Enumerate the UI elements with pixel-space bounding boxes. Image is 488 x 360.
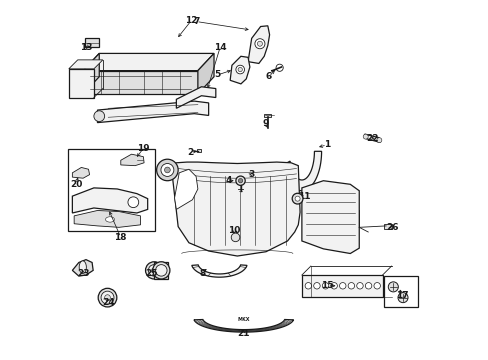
Bar xyxy=(85,39,99,47)
Ellipse shape xyxy=(145,262,163,279)
Ellipse shape xyxy=(101,291,114,304)
Text: 14: 14 xyxy=(213,43,226,52)
Ellipse shape xyxy=(151,268,156,273)
Text: 16: 16 xyxy=(157,172,170,181)
Circle shape xyxy=(356,283,363,289)
Text: 25: 25 xyxy=(145,269,157,278)
Text: 8: 8 xyxy=(199,269,205,278)
Text: 6: 6 xyxy=(265,72,271,81)
Ellipse shape xyxy=(152,262,169,279)
Polygon shape xyxy=(171,162,300,256)
Polygon shape xyxy=(247,26,269,63)
Circle shape xyxy=(257,41,262,46)
Bar xyxy=(264,114,271,117)
Circle shape xyxy=(156,159,178,181)
Text: 22: 22 xyxy=(366,134,378,143)
Polygon shape xyxy=(194,320,293,332)
Circle shape xyxy=(164,167,170,173)
Text: 13: 13 xyxy=(80,43,92,52)
FancyBboxPatch shape xyxy=(67,149,155,230)
Polygon shape xyxy=(283,151,321,191)
Text: 19: 19 xyxy=(137,144,149,153)
Circle shape xyxy=(313,283,320,289)
Circle shape xyxy=(363,134,367,139)
Polygon shape xyxy=(69,69,94,98)
Circle shape xyxy=(161,163,174,176)
Circle shape xyxy=(322,283,328,289)
Bar xyxy=(301,275,382,297)
Ellipse shape xyxy=(155,265,167,276)
Circle shape xyxy=(238,67,242,72)
Polygon shape xyxy=(74,211,140,227)
Text: 24: 24 xyxy=(102,298,114,307)
Polygon shape xyxy=(83,71,198,94)
Ellipse shape xyxy=(98,288,117,307)
Bar xyxy=(197,149,201,152)
Polygon shape xyxy=(174,169,198,210)
Polygon shape xyxy=(72,188,147,213)
Circle shape xyxy=(128,197,139,208)
Ellipse shape xyxy=(148,265,160,276)
Text: 3: 3 xyxy=(248,170,254,179)
Text: 1: 1 xyxy=(323,140,329,149)
Text: 12: 12 xyxy=(185,16,197,25)
Circle shape xyxy=(376,138,381,143)
Bar xyxy=(383,225,391,229)
Ellipse shape xyxy=(105,217,114,222)
Bar xyxy=(241,168,250,176)
Text: 2: 2 xyxy=(187,148,193,157)
Polygon shape xyxy=(230,56,249,84)
Text: 15: 15 xyxy=(321,281,333,290)
Polygon shape xyxy=(121,154,144,166)
Circle shape xyxy=(231,233,239,242)
Bar xyxy=(154,262,168,279)
Text: 10: 10 xyxy=(228,226,240,235)
Circle shape xyxy=(397,293,407,303)
Circle shape xyxy=(292,193,303,204)
Text: 18: 18 xyxy=(114,233,127,242)
Circle shape xyxy=(94,111,104,122)
Circle shape xyxy=(235,65,244,74)
Circle shape xyxy=(347,283,354,289)
Polygon shape xyxy=(301,181,359,253)
Text: 4: 4 xyxy=(224,176,231,185)
Text: 7: 7 xyxy=(192,17,199,26)
Text: 23: 23 xyxy=(77,269,89,278)
Polygon shape xyxy=(176,87,215,108)
Circle shape xyxy=(373,283,380,289)
Text: 21: 21 xyxy=(236,329,249,338)
Polygon shape xyxy=(69,60,102,69)
Ellipse shape xyxy=(104,295,110,301)
Circle shape xyxy=(339,283,346,289)
Circle shape xyxy=(238,179,242,183)
Circle shape xyxy=(254,39,264,49)
Polygon shape xyxy=(72,167,89,178)
Polygon shape xyxy=(72,260,93,276)
Text: MKX: MKX xyxy=(237,318,249,322)
Text: 11: 11 xyxy=(298,192,310,201)
Polygon shape xyxy=(83,53,214,71)
Text: 9: 9 xyxy=(262,119,268,128)
Circle shape xyxy=(365,283,371,289)
Text: 17: 17 xyxy=(395,291,408,300)
Polygon shape xyxy=(191,265,246,277)
Ellipse shape xyxy=(79,261,86,273)
FancyBboxPatch shape xyxy=(383,276,417,307)
Text: 26: 26 xyxy=(385,223,398,232)
Text: 20: 20 xyxy=(70,180,82,189)
Circle shape xyxy=(305,283,311,289)
Polygon shape xyxy=(97,101,208,123)
Text: 5: 5 xyxy=(214,71,220,80)
Circle shape xyxy=(276,64,283,71)
Circle shape xyxy=(235,176,244,185)
Circle shape xyxy=(330,283,337,289)
Circle shape xyxy=(387,282,398,292)
Polygon shape xyxy=(198,53,214,94)
Circle shape xyxy=(294,196,300,201)
Polygon shape xyxy=(364,134,379,142)
Polygon shape xyxy=(83,53,99,94)
